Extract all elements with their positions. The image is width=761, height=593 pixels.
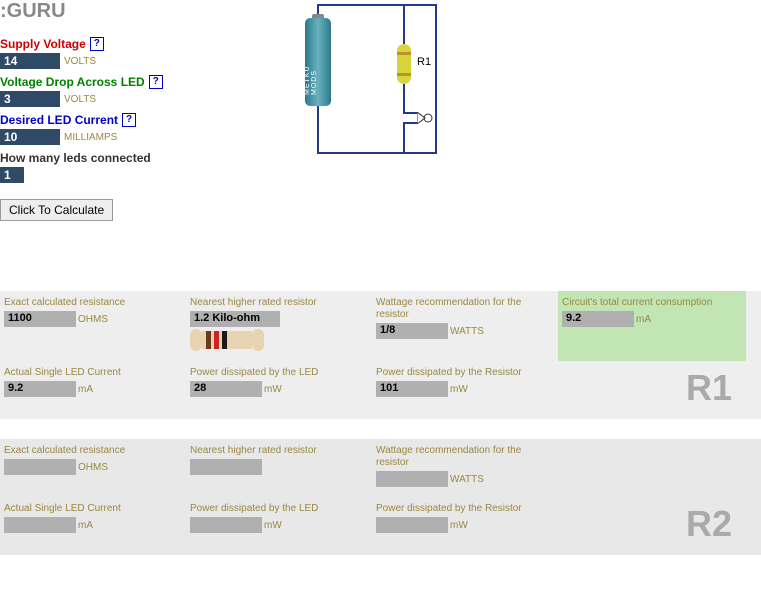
help-icon[interactable]: ? [90, 37, 104, 51]
led-current-label: Desired LED Current ? [0, 113, 295, 127]
wattage-label: Wattage recommendation for the resistor [376, 297, 554, 321]
exact-resistance-label: Exact calculated resistance [4, 297, 182, 309]
help-icon[interactable]: ? [122, 113, 136, 127]
power-led-label: Power dissipated by the LED [190, 503, 368, 515]
calculate-button[interactable]: Click To Calculate [0, 199, 113, 221]
led-icon [417, 112, 431, 122]
r2-label: R2 [562, 503, 742, 545]
supply-voltage-input[interactable]: 14 [0, 53, 60, 69]
supply-unit: VOLTS [64, 56, 96, 67]
help-icon[interactable]: ? [149, 75, 163, 89]
resistor-bands-icon [190, 329, 368, 351]
actual-current-label: Actual Single LED Current [4, 503, 182, 515]
r1-label: R1 [562, 367, 742, 409]
power-led-value: 28 [190, 381, 262, 397]
resistor-label: R1 [417, 56, 431, 68]
actual-current-value [4, 517, 76, 533]
exact-resistance-label: Exact calculated resistance [4, 445, 182, 457]
voltage-drop-input[interactable]: 3 [0, 91, 60, 107]
total-current-label: Circuit's total current consumption [562, 297, 742, 309]
power-resistor-value: 101 [376, 381, 448, 397]
nearest-resistor-value [190, 459, 262, 475]
wattage-value [376, 471, 448, 487]
led-count-input[interactable]: 1 [0, 167, 24, 183]
circuit-diagram: METKU MODS R1 [305, 0, 505, 180]
total-current-value: 9.2 [562, 311, 634, 327]
actual-current-label: Actual Single LED Current [4, 367, 182, 379]
supply-voltage-label: Supply Voltage ? [0, 37, 295, 51]
vdrop-unit: VOLTS [64, 94, 96, 105]
current-unit: MILLIAMPS [64, 132, 117, 143]
actual-current-value: 9.2 [4, 381, 76, 397]
power-led-label: Power dissipated by the LED [190, 367, 368, 379]
wattage-value: 1/8 [376, 323, 448, 339]
voltage-drop-label: Voltage Drop Across LED ? [0, 75, 295, 89]
led-count-label: How many leds connected [0, 151, 295, 165]
exact-resistance-value: 1100 [4, 311, 76, 327]
led-current-input[interactable]: 10 [0, 129, 60, 145]
power-resistor-value [376, 517, 448, 533]
power-led-value [190, 517, 262, 533]
resistor-icon [397, 44, 411, 84]
exact-resistance-value [4, 459, 76, 475]
power-resistor-label: Power dissipated by the Resistor [376, 503, 554, 515]
nearest-resistor-label: Nearest higher rated resistor [190, 445, 368, 457]
battery-icon: METKU MODS [305, 18, 331, 106]
wattage-label: Wattage recommendation for the resistor [376, 445, 554, 469]
power-resistor-label: Power dissipated by the Resistor [376, 367, 554, 379]
page-title: :GURU [0, 0, 295, 23]
nearest-resistor-label: Nearest higher rated resistor [190, 297, 368, 309]
nearest-resistor-value: 1.2 Kilo-ohm [190, 311, 280, 327]
